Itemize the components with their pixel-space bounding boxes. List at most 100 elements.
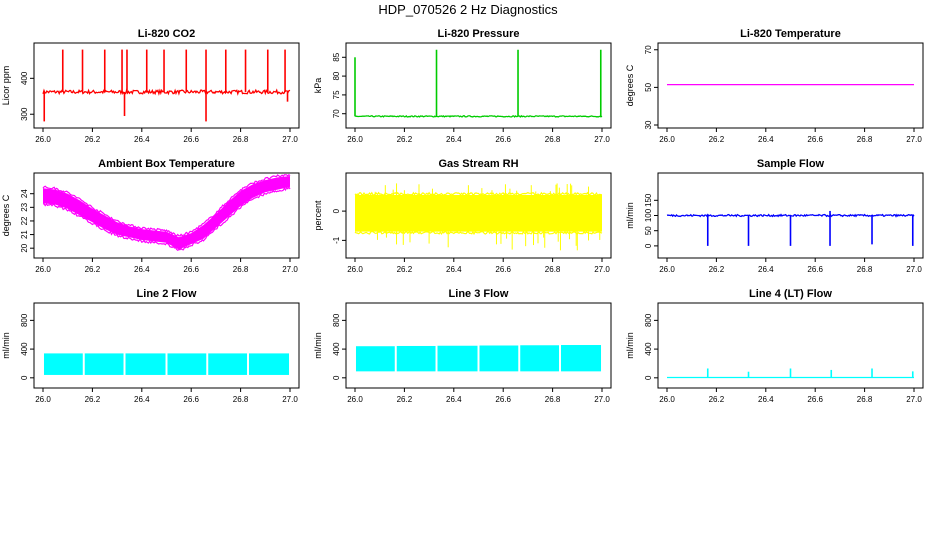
chart-title: Gas Stream RH — [438, 158, 518, 170]
x-tick-label: 26.2 — [709, 395, 725, 404]
x-tick-label: 27.0 — [906, 135, 922, 144]
x-tick-label: 26.0 — [659, 395, 675, 404]
x-tick-label: 26.0 — [347, 265, 363, 274]
x-tick-label: 27.0 — [594, 135, 610, 144]
flow-block — [479, 345, 519, 372]
y-tick-label: 75 — [332, 90, 341, 99]
x-axis: 26.0 26.2 26.4 26.6 26.8 27.0 — [347, 388, 610, 404]
x-tick-label: 26.6 — [183, 135, 199, 144]
y-tick-label: 400 — [20, 342, 29, 356]
y-axis: -1 0 — [332, 208, 346, 244]
chart-title: Sample Flow — [757, 158, 825, 170]
panel-gas-stream-rh: Gas Stream RH percent 26.0 26.2 26.4 26.6 26.8… — [313, 158, 612, 274]
x-tick-label: 26.4 — [446, 135, 462, 144]
series-line-3-flow — [355, 345, 602, 372]
y-axis-label: kPa — [313, 78, 323, 94]
x-tick-label: 26.6 — [183, 265, 199, 274]
x-tick-label: 26.4 — [446, 395, 462, 404]
x-axis: 26.0 26.2 26.4 26.6 26.8 27.0 — [347, 128, 610, 144]
x-tick-label: 26.8 — [857, 395, 873, 404]
flow-block — [396, 345, 436, 372]
x-tick-label: 26.0 — [35, 265, 51, 274]
plot-frame — [345, 172, 612, 259]
x-tick-label: 27.0 — [594, 395, 610, 404]
x-tick-label: 26.0 — [35, 395, 51, 404]
flow-block — [84, 353, 124, 375]
panel-li-820-pressure: Li-820 Pressure kPa 26.0 26.2 26.4 26.6 26.8 27… — [313, 28, 612, 144]
x-tick-label: 26.6 — [807, 265, 823, 274]
y-tick-label: 800 — [332, 313, 341, 327]
band-edge-top — [42, 173, 291, 237]
x-tick-label: 26.0 — [659, 265, 675, 274]
x-tick-label: 26.2 — [85, 135, 101, 144]
chart-title: Line 2 Flow — [137, 288, 197, 300]
x-tick-label: 27.0 — [282, 395, 298, 404]
y-tick-label: 70 — [644, 45, 653, 54]
x-tick-label: 26.2 — [397, 395, 413, 404]
y-tick-label: -1 — [332, 236, 341, 244]
x-tick-label: 26.0 — [347, 135, 363, 144]
series-sample-flow — [666, 210, 915, 246]
flow-block — [560, 345, 602, 372]
plot-frame — [657, 302, 924, 389]
x-axis: 26.0 26.2 26.4 26.6 26.8 27.0 — [659, 388, 922, 404]
x-tick-label: 26.2 — [85, 395, 101, 404]
x-axis: 26.0 26.2 26.4 26.6 26.8 27.0 — [659, 258, 922, 274]
x-tick-label: 26.2 — [709, 265, 725, 274]
x-tick-label: 26.8 — [545, 135, 561, 144]
x-tick-label: 27.0 — [906, 395, 922, 404]
chart-title: Ambient Box Temperature — [98, 158, 235, 170]
series-line-4-lt-flow — [667, 368, 914, 379]
y-tick-label: 0 — [332, 208, 341, 213]
x-tick-label: 26.6 — [807, 395, 823, 404]
x-tick-label: 26.8 — [857, 135, 873, 144]
band-edge-bottom — [354, 230, 603, 236]
x-axis: 26.0 26.2 26.4 26.6 26.8 27.0 — [659, 128, 922, 144]
y-axis: 20 21 22 23 24 — [20, 189, 34, 253]
flow-block — [437, 345, 478, 372]
y-axis: 0 400 800 — [332, 313, 346, 380]
y-tick-label: 30 — [644, 120, 653, 129]
x-tick-label: 26.4 — [758, 265, 774, 274]
x-tick-label: 26.2 — [397, 265, 413, 274]
x-tick-label: 26.8 — [545, 395, 561, 404]
y-tick-label: 800 — [644, 313, 653, 327]
x-tick-label: 26.8 — [545, 265, 561, 274]
y-axis: 30 50 70 — [644, 45, 658, 129]
x-axis: 26.0 26.2 26.4 26.6 26.8 27.0 — [35, 388, 298, 404]
y-axis: 300 400 — [20, 71, 34, 121]
y-tick-label: 0 — [644, 243, 653, 248]
series-line-2-flow — [43, 353, 290, 375]
y-tick-label: 400 — [644, 342, 653, 356]
y-tick-label: 23 — [20, 202, 29, 211]
x-tick-label: 27.0 — [594, 265, 610, 274]
band-edge-top — [354, 191, 603, 196]
y-tick-label: 0 — [644, 375, 653, 380]
flow-block — [520, 345, 560, 372]
y-axis: 70 75 80 85 — [332, 52, 346, 118]
chart-title: Line 4 (LT) Flow — [749, 288, 832, 300]
band-area — [355, 195, 602, 232]
y-tick-label: 100 — [644, 208, 653, 222]
chart-title: Li-820 Pressure — [438, 28, 520, 40]
x-tick-label: 26.4 — [134, 265, 150, 274]
x-tick-label: 27.0 — [282, 265, 298, 274]
y-tick-label: 300 — [20, 107, 29, 121]
x-tick-label: 26.4 — [134, 135, 150, 144]
series-line — [42, 87, 291, 96]
y-tick-label: 0 — [20, 375, 29, 380]
x-axis: 26.0 26.2 26.4 26.6 26.8 27.0 — [347, 258, 610, 274]
series-li-820-co2 — [42, 49, 291, 122]
flow-block — [248, 353, 290, 375]
x-tick-label: 26.0 — [35, 135, 51, 144]
flow-block — [43, 353, 83, 375]
x-tick-label: 26.8 — [233, 395, 249, 404]
x-tick-label: 26.4 — [758, 135, 774, 144]
band-area — [43, 176, 290, 250]
y-axis-label: degrees C — [1, 194, 11, 236]
y-tick-label: 150 — [644, 193, 653, 207]
y-tick-label: 800 — [20, 313, 29, 327]
panel-line-3-flow: Line 3 Flow ml/min 26.0 26.2 26.4 26.6 26.8 27.… — [313, 288, 612, 404]
series-ambient-box-temperature — [42, 173, 291, 252]
